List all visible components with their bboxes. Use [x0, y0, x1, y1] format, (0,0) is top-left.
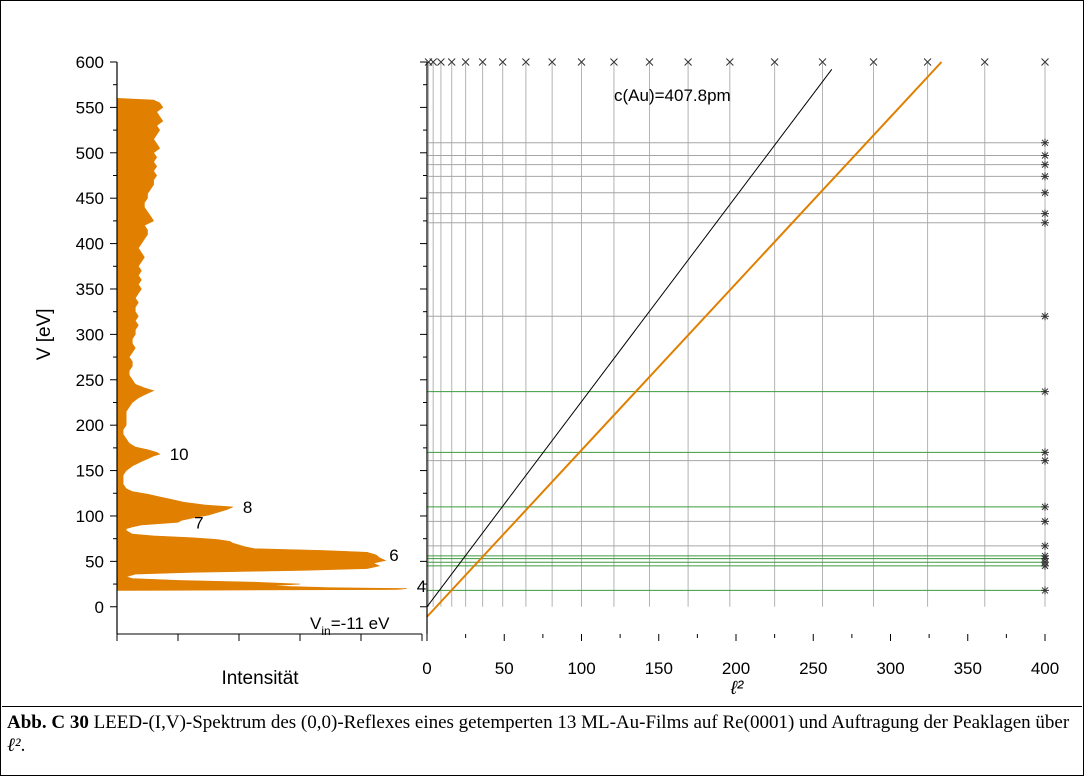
l-squared-marker [437, 58, 445, 66]
v-tick-label: 200 [76, 416, 104, 435]
l-squared-marker [478, 58, 487, 66]
l-squared-tick-label: 100 [567, 659, 595, 678]
v-tick-label: 600 [76, 53, 104, 72]
l-squared-marker [818, 58, 827, 66]
peak-energy-marker [1041, 209, 1049, 218]
inner-potential-value: =-11 eV [331, 614, 390, 633]
v-tick-label: 100 [76, 507, 104, 526]
peak-label-6: 6 [389, 546, 398, 565]
peak-energy-marker [1041, 517, 1049, 526]
inner-potential-symbol: V [310, 614, 322, 633]
caption-symbol: ℓ² [7, 735, 21, 756]
l-squared-tick-label: 250 [799, 659, 827, 678]
v-tick-label: 50 [85, 552, 104, 571]
fit-line-reference [426, 68, 833, 608]
peak-energy-marker [1041, 312, 1049, 321]
peak-position-panel: 0 50 100 150 200 250 300 350 400 ℓ² c(Au)=407.8pm V… [310, 58, 1059, 699]
l-squared-marker [610, 58, 618, 66]
v-tick-label: 450 [76, 189, 104, 208]
peak-label-7: 7 [194, 513, 203, 532]
l-squared-tick-label: 150 [645, 659, 673, 678]
l-squared-marker [498, 58, 507, 66]
v-tick-label: 0 [95, 598, 104, 617]
figure-caption: Abb. C 30 LEED-(I,V)-Spektrum des (0,0)-… [7, 711, 1079, 757]
l-squared-tick-label: 350 [954, 659, 982, 678]
peak-energy-marker [1041, 160, 1049, 169]
peak-energy-marker [1041, 456, 1049, 465]
l-squared-marker [522, 58, 530, 66]
l-squared-tick-label: 400 [1031, 659, 1059, 678]
v-tick-label: 250 [76, 371, 104, 390]
peak-label-8: 8 [243, 498, 252, 517]
spectrum-area [116, 97, 407, 591]
spectrum-panel: 0 50 100 150 200 250 300 350 400 450 500 550 600 V [e… [34, 53, 426, 689]
l-squared-marker [1041, 58, 1049, 66]
v-tick-label: 300 [76, 325, 104, 344]
l-squared-marker [869, 58, 878, 66]
caption-label: Abb. C 30 [7, 712, 89, 733]
l-squared-tick-label: 0 [422, 659, 431, 678]
v-tick-label: 550 [76, 98, 104, 117]
l-squared-marker [770, 58, 779, 66]
v-axis-title: V [eV] [34, 309, 55, 361]
peak-energy-marker [1041, 387, 1049, 396]
peak-energy-marker [1041, 586, 1049, 595]
v-tick-label: 150 [76, 462, 104, 481]
v-tick-label: 500 [76, 144, 104, 163]
v-tick-label: 400 [76, 235, 104, 254]
peak-energy-marker [1041, 188, 1049, 197]
l-squared-marker [725, 58, 734, 66]
l-squared-marker [577, 58, 586, 66]
peak-energy-marker [1041, 151, 1049, 160]
l-squared-marker [923, 58, 932, 66]
l-squared-axis-title: ℓ² [730, 678, 744, 699]
l-squared-marker [461, 58, 470, 66]
peak-energy-marker [1041, 551, 1049, 560]
fit-line-measured [426, 61, 943, 618]
peak-energy-marker [1041, 172, 1049, 181]
caption-end: . [20, 735, 26, 756]
peak-label-4: 4 [417, 577, 426, 596]
caption-divider [2, 706, 1082, 707]
l-squared-marker [447, 58, 456, 66]
l-squared-marker [980, 58, 989, 66]
caption-text: LEED-(I,V)-Spektrum des (0,0)-Reflexes e… [88, 712, 1070, 733]
inner-potential-label: Vin=-11 eV [310, 614, 390, 638]
peak-label-10: 10 [170, 445, 189, 464]
l-squared-marker [645, 58, 654, 66]
peak-energy-marker [1041, 138, 1049, 147]
l-squared-marker [684, 58, 692, 66]
v-tick-label: 350 [76, 280, 104, 299]
l-squared-tick-label: 200 [722, 659, 750, 678]
peak-energy-marker [1041, 448, 1049, 457]
intensity-axis-title: Intensität [221, 668, 299, 689]
peak-energy-marker [1041, 218, 1049, 227]
lattice-constant-label: c(Au)=407.8pm [614, 86, 731, 105]
inner-potential-subscript: in [321, 624, 330, 638]
l-squared-tick-label: 300 [876, 659, 904, 678]
l-squared-marker [429, 58, 438, 66]
l-squared-marker [548, 58, 556, 66]
peak-energy-marker [1041, 502, 1049, 511]
l-squared-tick-label: 50 [495, 659, 514, 678]
peak-energy-marker [1041, 541, 1049, 550]
